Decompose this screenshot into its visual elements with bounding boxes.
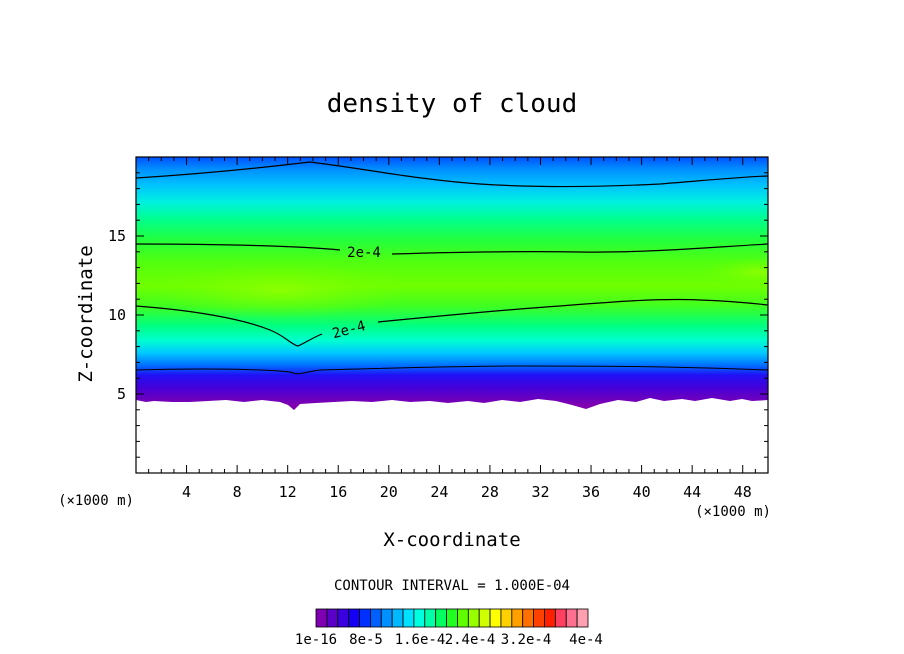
x-unit-right: (×1000 m): [695, 504, 771, 520]
x-axis: 4 8 12 16 20 24 28 32 36 40 44 48: [148, 157, 756, 501]
colorbar-label: 8e-5: [349, 632, 383, 648]
colorbar-swatch: [359, 608, 371, 628]
x-tick-label: 24: [430, 483, 448, 501]
colorbar-swatch: [576, 608, 589, 628]
colorbar-swatch: [500, 608, 513, 628]
x-tick-label: 48: [734, 483, 752, 501]
colorbar-swatch: [413, 608, 426, 628]
colorbar-swatch: [467, 608, 480, 628]
colorbar-swatch: [554, 608, 567, 628]
colorbar-labels: 1e-16 8e-5 1.6e-4 2.4e-4 3.2e-4 4e-4: [295, 632, 603, 648]
y-tick-label: 10: [108, 306, 126, 324]
colorbar-swatch: [315, 608, 328, 628]
colorbar-swatch: [369, 608, 382, 628]
cloud-core: [150, 262, 410, 318]
x-tick-label: 8: [233, 483, 242, 501]
colorbar-label: 1e-16: [295, 632, 337, 648]
colorbar-label: 3.2e-4: [501, 632, 552, 648]
y-tick-label: 5: [117, 385, 126, 403]
colorbar-swatch: [522, 608, 534, 628]
colorbar-swatch: [402, 608, 415, 628]
colorbar-swatch: [391, 608, 404, 628]
chart-title: density of cloud: [327, 89, 577, 119]
colorbar-swatch: [544, 608, 556, 628]
y-axis-label: Z-coordinate: [75, 245, 97, 382]
contour-line: [136, 161, 768, 188]
colorbar-swatch: [478, 608, 491, 628]
plot-area: 2e-4 2e-4: [135, 156, 769, 474]
colorbar-swatch: [446, 608, 458, 628]
x-tick-label: 4: [182, 483, 191, 501]
x-tick-label: 40: [633, 483, 651, 501]
cloud-field: [136, 157, 768, 410]
x-tick-label: 44: [683, 483, 701, 501]
contour-line: [136, 365, 768, 375]
contour-interval-text: CONTOUR INTERVAL = 1.000E-04: [334, 578, 570, 594]
colorbar-swatch: [489, 608, 502, 628]
x-unit-left: (×1000 m): [58, 493, 134, 509]
x-axis-label: X-coordinate: [383, 529, 520, 551]
colorbar-swatch: [337, 608, 350, 628]
colorbar-swatch: [380, 608, 393, 628]
colorbar-swatch: [533, 608, 545, 628]
x-tick-label: 20: [380, 483, 398, 501]
colorbar-label: 2.4e-4: [445, 632, 496, 648]
colorbar-label: 4e-4: [569, 632, 603, 648]
colorbar-swatch: [326, 608, 339, 628]
colorbar-swatch: [457, 608, 469, 628]
contour-label: 2e-4: [347, 245, 381, 261]
contour-line: [136, 298, 768, 347]
cloud-core: [700, 258, 768, 286]
y-tick-label: 15: [108, 227, 126, 245]
x-tick-label: 12: [279, 483, 297, 501]
x-tick-label: 32: [531, 483, 549, 501]
colorbar-swatch: [424, 608, 437, 628]
colorbar-swatch: [565, 608, 578, 628]
colorbar-swatch: [435, 608, 447, 628]
colorbar: [315, 608, 589, 628]
x-tick-label: 16: [329, 483, 347, 501]
colorbar-swatch: [511, 608, 524, 628]
colorbar-label: 1.6e-4: [395, 632, 446, 648]
x-tick-label: 28: [481, 483, 499, 501]
colorbar-swatch: [348, 608, 360, 628]
y-axis: 5 10 15: [108, 172, 768, 458]
contour-line: [136, 243, 768, 255]
x-tick-label: 36: [582, 483, 600, 501]
